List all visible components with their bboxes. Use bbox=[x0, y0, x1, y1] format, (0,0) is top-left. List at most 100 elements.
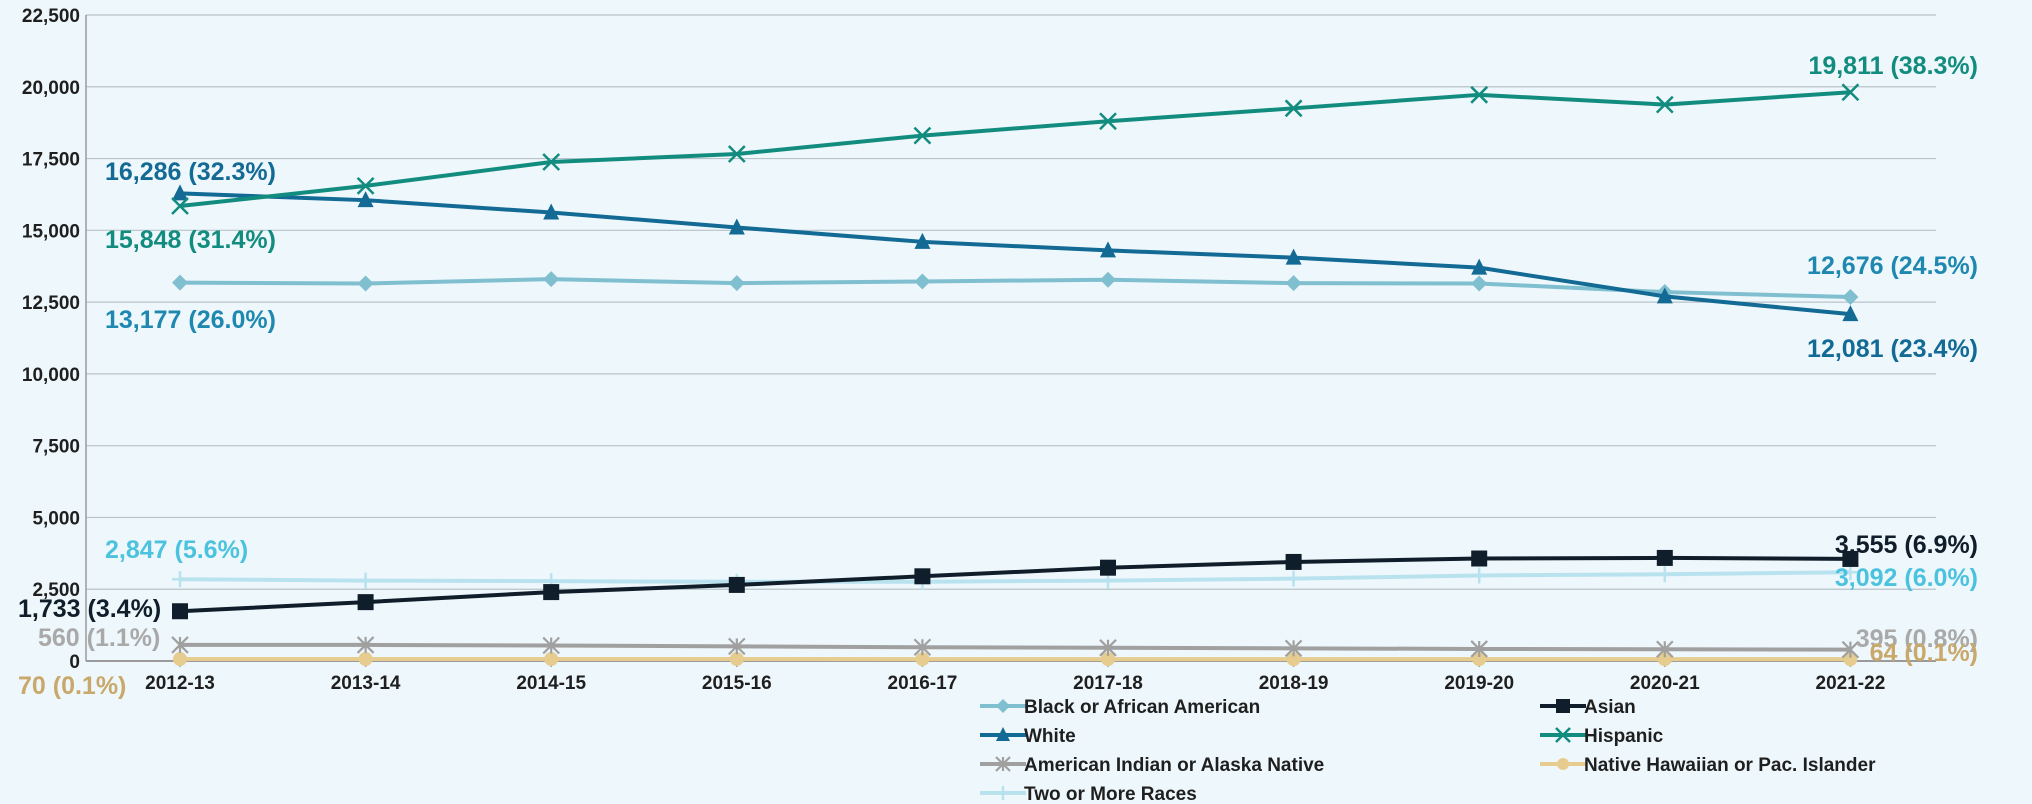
y-tick-label: 10,000 bbox=[22, 365, 80, 386]
data-point bbox=[914, 232, 931, 249]
series-line bbox=[179, 555, 1851, 614]
data-point bbox=[171, 197, 189, 215]
data-point bbox=[1656, 549, 1673, 566]
data-point bbox=[1285, 553, 1302, 570]
data-point bbox=[173, 651, 187, 666]
x-tick-label: 2016-17 bbox=[888, 673, 958, 694]
data-point bbox=[542, 636, 560, 655]
data-point bbox=[543, 271, 560, 288]
gridlines bbox=[85, 14, 1936, 662]
data-point bbox=[1656, 566, 1673, 583]
data-point bbox=[172, 571, 188, 588]
data-point bbox=[915, 652, 930, 667]
data-point bbox=[358, 651, 373, 666]
legend-label: Native Hawaiian or Pac. Islander bbox=[1584, 755, 1876, 776]
data-label-first: 70 (0.1%) bbox=[18, 672, 126, 700]
legend: Black or African American Asian White Hispa… bbox=[980, 697, 1876, 804]
series-hispanic bbox=[171, 83, 1860, 215]
series-line bbox=[179, 570, 1851, 584]
legend-marker bbox=[995, 756, 1011, 772]
data-point bbox=[1842, 305, 1859, 322]
legend-item-two-or-more-races: Two or More Races bbox=[980, 784, 1197, 804]
data-point bbox=[1101, 652, 1115, 667]
data-label-first: 2,847 (5.6%) bbox=[105, 536, 248, 564]
y-tick-label: 20,000 bbox=[22, 78, 80, 99]
data-point bbox=[728, 218, 745, 235]
x-tick-label: 2021-22 bbox=[1816, 673, 1886, 694]
legend-label: American Indian or Alaska Native bbox=[1024, 755, 1324, 776]
data-point bbox=[1284, 99, 1303, 118]
data-point bbox=[1472, 652, 1487, 667]
series-line bbox=[179, 90, 1851, 208]
x-tick-label: 2017-18 bbox=[1073, 673, 1143, 694]
series-white bbox=[172, 184, 1859, 322]
data-point bbox=[1471, 275, 1488, 292]
legend-marker bbox=[996, 699, 1010, 713]
data-point bbox=[1471, 567, 1488, 584]
data-label-last: 12,676 (24.5%) bbox=[1807, 252, 1978, 280]
data-point bbox=[1656, 640, 1674, 659]
data-point bbox=[357, 191, 374, 208]
data-point bbox=[357, 275, 374, 292]
data-point bbox=[913, 638, 932, 656]
data-point bbox=[1285, 570, 1302, 587]
data-label-first: 1,733 (3.4%) bbox=[18, 595, 161, 623]
data-point bbox=[544, 652, 559, 667]
legend-label: Two or More Races bbox=[1024, 784, 1197, 804]
data-point bbox=[356, 636, 375, 654]
legend-item-black-or-african-american: Black or African American bbox=[980, 697, 1260, 718]
data-point bbox=[728, 576, 745, 593]
y-axis-tick-labels: 0 2,500 5,000 7,500 10,000 12,500 15,000 17,500… bbox=[22, 6, 80, 673]
legend-label: Black or African American bbox=[1024, 697, 1260, 718]
data-label-first: 560 (1.1%) bbox=[38, 624, 160, 652]
series-native-hawaiian-or-pac-islander bbox=[173, 651, 1858, 667]
x-axis-tick-labels: 2012-13 2013-14 2014-15 2015-16 2016-17 2017-… bbox=[145, 661, 1885, 694]
data-point bbox=[1841, 640, 1860, 659]
data-point bbox=[729, 652, 744, 667]
legend-label: Asian bbox=[1584, 697, 1636, 718]
x-tick-label: 2018-19 bbox=[1259, 673, 1329, 694]
data-label-first: 13,177 (26.0%) bbox=[105, 306, 276, 334]
x-tick-label: 2019-20 bbox=[1444, 673, 1514, 694]
legend-marker bbox=[1555, 727, 1571, 743]
data-label-last: 12,081 (23.4%) bbox=[1807, 335, 1978, 363]
legend-item-asian: Asian bbox=[1540, 697, 1636, 718]
data-point bbox=[543, 584, 560, 601]
series-two-or-more-races bbox=[172, 564, 1859, 590]
data-point bbox=[1841, 83, 1860, 102]
data-point bbox=[1285, 275, 1302, 292]
x-tick-label: 2015-16 bbox=[702, 673, 772, 694]
data-point bbox=[1099, 639, 1117, 657]
legend-marker bbox=[996, 727, 1010, 741]
legend-item-native-hawaiian-or-pac-islander: Native Hawaiian or Pac. Islander bbox=[1540, 755, 1876, 776]
data-point bbox=[172, 184, 188, 201]
legend-marker bbox=[996, 786, 1010, 800]
data-label-first: 16,286 (32.3%) bbox=[105, 158, 276, 186]
data-point bbox=[913, 126, 932, 145]
x-tick-label: 2013-14 bbox=[331, 673, 401, 694]
data-point bbox=[728, 637, 746, 656]
legend-item-hispanic: Hispanic bbox=[1540, 726, 1664, 747]
y-tick-label: 17,500 bbox=[22, 150, 80, 171]
data-point bbox=[172, 603, 188, 620]
data-point bbox=[728, 275, 745, 292]
y-tick-label: 7,500 bbox=[32, 437, 80, 458]
data-point bbox=[1656, 287, 1673, 304]
series-asian bbox=[172, 549, 1859, 620]
y-tick-label: 12,500 bbox=[22, 293, 80, 314]
data-point bbox=[1286, 652, 1301, 667]
series-line bbox=[180, 642, 1851, 652]
legend-label: Hispanic bbox=[1584, 726, 1664, 747]
y-tick-label: 5,000 bbox=[32, 508, 80, 529]
data-point bbox=[172, 274, 188, 291]
y-tick-label: 2,500 bbox=[32, 580, 80, 601]
data-point bbox=[1655, 95, 1674, 114]
data-point bbox=[1471, 258, 1488, 275]
data-point bbox=[542, 153, 561, 171]
data-point bbox=[356, 176, 375, 195]
legend-item-white: White bbox=[980, 726, 1076, 747]
data-point bbox=[727, 145, 746, 163]
series-lines bbox=[171, 83, 1860, 667]
y-tick-label: 15,000 bbox=[22, 221, 80, 242]
x-tick-label: 2020-21 bbox=[1630, 673, 1700, 694]
